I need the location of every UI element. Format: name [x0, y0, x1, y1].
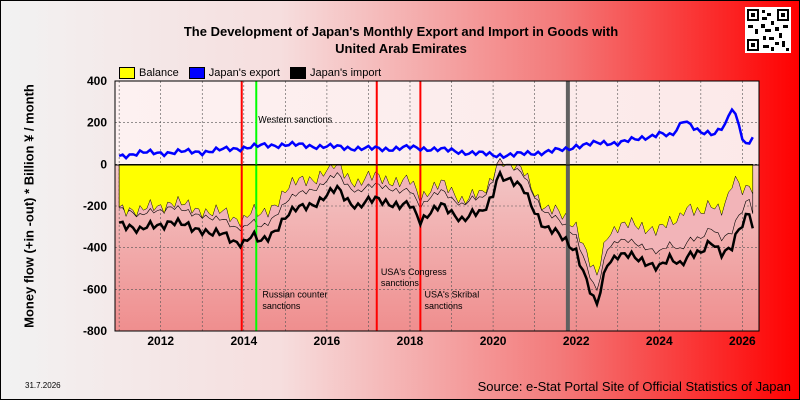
annotation-text: sanctions — [381, 278, 420, 288]
legend-item-export: Japan's export — [188, 67, 280, 79]
annotation-text: USA's Congress — [381, 267, 447, 277]
y-axis-label: Money flow (+in -out) * Billion ¥ / mont… — [21, 84, 37, 328]
annotation-text: USA's Skribal — [424, 290, 479, 300]
y-axis-ticks: 400 200 0 -200 -400 -600 -800 — [83, 74, 107, 338]
annotation-text: Western sanctions — [258, 115, 332, 125]
x-tick-label: 2018 — [397, 334, 424, 348]
y-tick-label: 400 — [87, 74, 107, 88]
y-tick-label: 200 — [87, 116, 107, 130]
x-tick-label: 2016 — [314, 334, 341, 348]
qr-code-icon[interactable] — [745, 7, 791, 53]
series-lines — [118, 107, 754, 309]
y-tick-label: -600 — [83, 282, 107, 296]
y-tick-label: -200 — [83, 199, 107, 213]
legend-swatch-balance — [119, 67, 135, 79]
x-tick-label: 2012 — [147, 334, 174, 348]
y-tick-label: 0 — [100, 157, 107, 171]
x-tick-label: 2026 — [729, 334, 756, 348]
balance-area — [118, 163, 754, 276]
legend-label-balance: Balance — [139, 67, 179, 79]
x-tick-label: 2024 — [646, 334, 673, 348]
chart-title: The Development of Japan's Monthly Expor… — [121, 23, 681, 57]
source-text: Source: e-Stat Portal Site of Official S… — [477, 379, 791, 394]
import-line — [118, 169, 754, 309]
legend-item-balance: Balance — [119, 67, 179, 79]
export-line — [118, 107, 754, 160]
annotation-text: sanctions — [424, 301, 463, 311]
legend-swatch-export — [188, 67, 205, 79]
x-tick-label: 2014 — [230, 334, 257, 348]
y-tick-label: -800 — [83, 324, 107, 338]
title-line-2: United Arab Emirates — [335, 41, 467, 56]
annotation-text: sanctions — [262, 301, 301, 311]
legend-label-import: Japan's import — [309, 67, 382, 79]
balance-area-group — [118, 157, 754, 292]
x-tick-label: 2022 — [563, 334, 590, 348]
legend-swatch-import — [289, 67, 306, 79]
x-tick-label: 2020 — [480, 334, 507, 348]
annotation-text: Russian counter — [262, 290, 327, 300]
date-stamp: 31.7.2026 — [25, 381, 61, 390]
legend-item-import: Japan's import — [289, 67, 382, 79]
legend: Balance Japan's export Japan's import — [119, 64, 391, 82]
y-tick-label: -400 — [83, 241, 107, 255]
plot-border — [114, 80, 760, 332]
title-line-1: The Development of Japan's Monthly Expor… — [183, 24, 619, 39]
legend-label-export: Japan's export — [208, 67, 280, 79]
x-axis-ticks: 2012 2014 2016 2018 2020 2022 2024 2026 — [147, 334, 756, 348]
event-lines — [240, 81, 570, 331]
